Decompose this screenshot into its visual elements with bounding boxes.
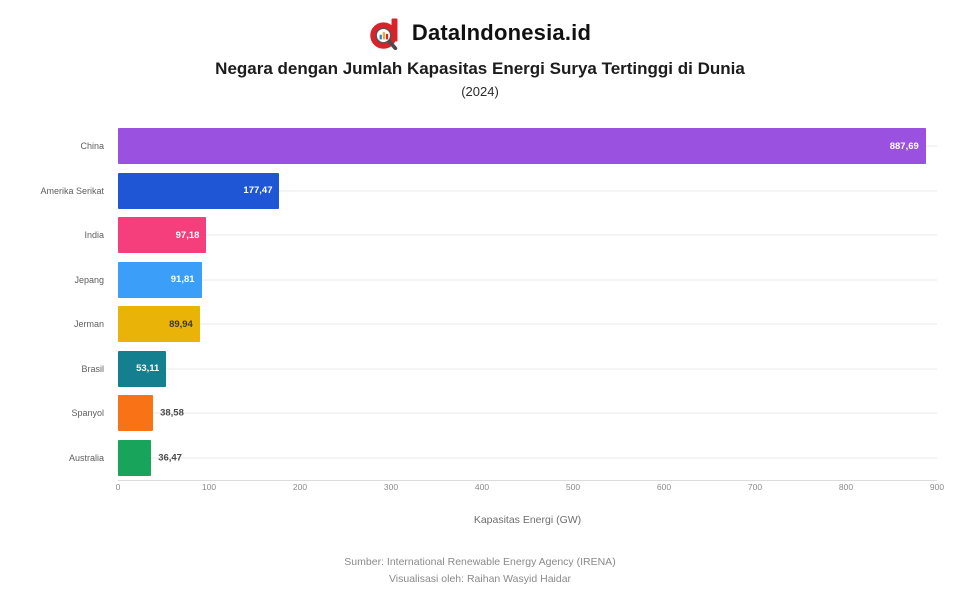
source-note: Sumber: International Renewable Energy A… xyxy=(344,556,616,568)
bar-jerman: 89,94 xyxy=(118,306,200,342)
x-tick-label: 0 xyxy=(115,482,121,492)
chart-row: Amerika Serikat 177,47 xyxy=(40,169,937,214)
bar-value-label: 89,94 xyxy=(169,318,193,330)
x-tick-label: 800 xyxy=(838,482,854,492)
gridline xyxy=(118,234,937,237)
dataindonesia-magnifier-d-logo-icon xyxy=(369,16,403,50)
country-label: Jerman xyxy=(73,319,104,330)
gridline xyxy=(118,456,937,459)
brand-header: DataIndonesia.id xyxy=(0,16,960,50)
x-tick-label: 700 xyxy=(747,482,763,492)
bar-value-label: 887,69 xyxy=(889,140,919,152)
gridline xyxy=(118,367,937,370)
bar-value-label: 177,47 xyxy=(243,185,273,196)
x-tick-label: 300 xyxy=(383,482,399,492)
x-tick-label: 900 xyxy=(929,482,945,492)
x-tick-label: 400 xyxy=(474,482,490,492)
chart-row: Brasil 53,11 xyxy=(81,347,937,392)
gridline xyxy=(118,189,937,192)
country-label: India xyxy=(84,230,104,241)
gridline xyxy=(118,278,937,281)
bar-spanyol xyxy=(118,395,154,431)
bar-china: 887,69 xyxy=(118,128,926,164)
bar-australia xyxy=(118,439,152,476)
bar-value-label: 38,58 xyxy=(160,407,184,419)
country-label: Amerika Serikat xyxy=(40,185,104,196)
country-label: China xyxy=(80,141,104,152)
bar-india: 97,18 xyxy=(118,217,207,253)
country-label: Australia xyxy=(68,452,104,463)
country-label: Jepang xyxy=(74,274,104,285)
bar-brasil: 53,11 xyxy=(118,350,167,387)
x-tick-label: 500 xyxy=(565,482,581,492)
bar-amerika-serikat: 177,47 xyxy=(118,172,280,209)
country-label: Brasil xyxy=(81,363,104,374)
chart-row: Spanyol 38,58 xyxy=(71,391,937,436)
footer: Sumber: International Renewable Energy A… xyxy=(0,554,960,588)
x-tick-label: 600 xyxy=(656,482,672,492)
x-axis: 0 100 200 300 400 500 600 700 800 900 xyxy=(115,482,944,496)
gridline xyxy=(118,412,937,415)
bar-jepang: 91,81 xyxy=(118,261,202,298)
chart-row: India 97,18 xyxy=(84,213,937,258)
x-axis-title: Kapasitas Energi (GW) xyxy=(473,514,582,526)
bar-value-label: 91,81 xyxy=(170,274,195,285)
chart-title: Negara dengan Jumlah Kapasitas Energi Su… xyxy=(215,59,745,78)
bar-value-label: 53,11 xyxy=(136,363,160,374)
chart-row: Jepang 91,81 xyxy=(74,258,937,303)
bar-value-label: 36,47 xyxy=(158,452,182,464)
chart-row: Australia 36,47 xyxy=(69,436,937,481)
brand-name: DataIndonesia.id xyxy=(411,20,592,45)
chart-row: Jerman 89,94 xyxy=(74,302,937,347)
bar-value-label: 97,18 xyxy=(175,229,200,241)
credit-note: Visualisasi oleh: Raihan Wasyid Haidar xyxy=(388,573,572,585)
country-label: Spanyol xyxy=(71,408,104,419)
x-tick-label: 200 xyxy=(292,482,308,492)
chart-row: China 887,69 xyxy=(80,124,937,169)
x-tick-label: 100 xyxy=(201,482,217,492)
plot-area: China 887,69 Amerika Serikat 177,47 India 97,… xyxy=(40,124,937,481)
chart-subtitle: (2024) xyxy=(461,84,499,99)
gridline xyxy=(118,323,937,326)
